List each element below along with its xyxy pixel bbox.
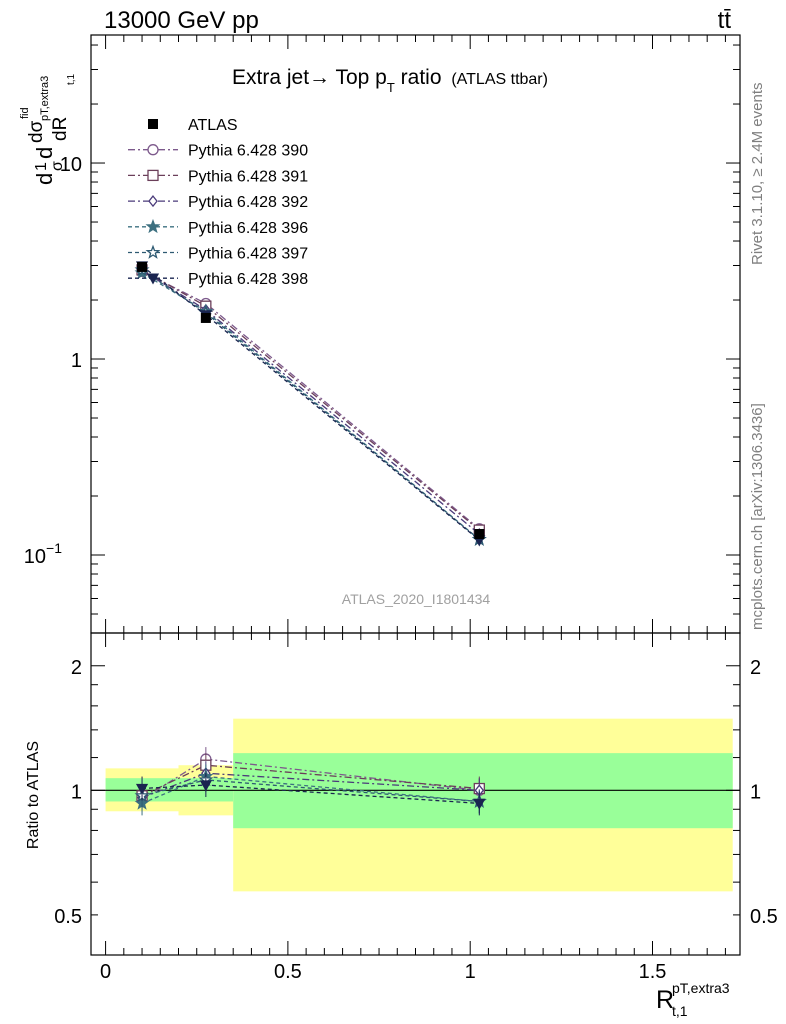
plot-title: Extra jet→ Top pT ratio (ATLAS ttbar) xyxy=(232,66,548,95)
ratio-ytick-label-right-1: 1 xyxy=(750,781,761,803)
legend-marker-data xyxy=(148,119,158,129)
svg-text:d: d xyxy=(32,173,57,185)
legend-marker-0 xyxy=(147,144,159,156)
series-line-4 xyxy=(141,269,480,541)
svg-text:R: R xyxy=(656,986,674,1014)
svg-text:dσ: dσ xyxy=(26,120,47,143)
series-line-2 xyxy=(141,269,480,535)
svg-text:pT,extra3: pT,extra3 xyxy=(39,76,51,121)
process-label: tt̄ xyxy=(718,7,732,34)
ratio-point-5-1 xyxy=(199,780,212,792)
main-ylabel: d 1 σ d dσ fid pT,extra3 dR t,1 xyxy=(19,73,77,185)
mcplots-label: mcplots.cern.ch [arXiv:1306.3436] xyxy=(749,403,766,630)
ratio-ytick-label-left-0: 2 xyxy=(71,657,82,679)
main-panel xyxy=(134,261,487,547)
xlabel: R pT,extra3 t,1 xyxy=(656,980,730,1019)
svg-text:fid: fid xyxy=(19,107,31,119)
ratio-panel xyxy=(91,747,740,816)
legend-label-3: Pythia 6.428 396 xyxy=(188,220,308,237)
legend-label-data: ATLAS xyxy=(188,117,238,134)
xtick-label-1: 0.5 xyxy=(274,961,302,983)
svg-text:t,1: t,1 xyxy=(66,73,77,85)
ratio-point-5-2 xyxy=(473,798,486,810)
legend-label-1: Pythia 6.428 391 xyxy=(188,168,308,185)
xtick-label-0: 0 xyxy=(100,961,111,983)
legend-label-4: Pythia 6.428 397 xyxy=(188,246,308,263)
xtick-label-2: 1 xyxy=(465,961,476,983)
ratio-uncertainty-bands xyxy=(105,718,733,892)
ratio-point-5-0 xyxy=(135,783,149,795)
legend-label-0: Pythia 6.428 390 xyxy=(188,143,308,160)
legend-marker-4 xyxy=(145,244,161,259)
xtick-label-3: 1.5 xyxy=(639,961,667,983)
main-ytick-label-0: 10 xyxy=(60,154,82,176)
legend-marker-1 xyxy=(147,169,159,182)
main-ytick-label-2: 10−1 xyxy=(24,540,62,568)
legend-label-2: Pythia 6.428 392 xyxy=(188,194,308,211)
svg-text:t,1: t,1 xyxy=(672,1003,688,1019)
legend-marker-3 xyxy=(145,218,161,234)
svg-text:d: d xyxy=(32,147,57,159)
data-point-1 xyxy=(200,312,211,323)
svg-text:dR: dR xyxy=(50,117,71,141)
svg-text:σ: σ xyxy=(49,161,66,171)
legend: ATLAS Pythia 6.428 390 Pythia 6.428 391 Pyt… xyxy=(128,117,308,288)
legend-label-5: Pythia 6.428 398 xyxy=(188,271,308,288)
legend-marker-2 xyxy=(148,195,158,208)
ratio-ytick-label-right-0: 2 xyxy=(750,657,761,679)
data-point-2 xyxy=(474,528,485,539)
data-point-0 xyxy=(137,261,148,272)
svg-text:1: 1 xyxy=(33,162,50,171)
series-line-3 xyxy=(141,272,480,540)
legend-marker-5 xyxy=(146,273,160,285)
series-line-5 xyxy=(141,265,480,541)
ratio-ytick-label-left-1: 1 xyxy=(71,781,82,803)
ratio-ylabel: Ratio to ATLAS xyxy=(25,741,42,849)
ratio-line-3 xyxy=(141,775,480,804)
ratio-ytick-label-right-2: 0.5 xyxy=(750,906,778,928)
rivet-version-label: Rivet 3.1.10, ≥ 2.4M events xyxy=(749,83,766,266)
ratio-line-2 xyxy=(141,772,480,799)
energy-label: 13000 GeV pp xyxy=(104,7,259,34)
ratio-ytick-label-left-2: 0.5 xyxy=(54,906,82,928)
analysis-id-label: ATLAS_2020_I1801434 xyxy=(342,591,491,607)
main-ytick-label-1: 1 xyxy=(71,350,82,372)
axes-frame: 10 1 10−1 2 2 1 1 0.5 0.5 0 0.5 1 1.5 xyxy=(24,34,778,983)
svg-text:pT,extra3: pT,extra3 xyxy=(672,980,730,996)
